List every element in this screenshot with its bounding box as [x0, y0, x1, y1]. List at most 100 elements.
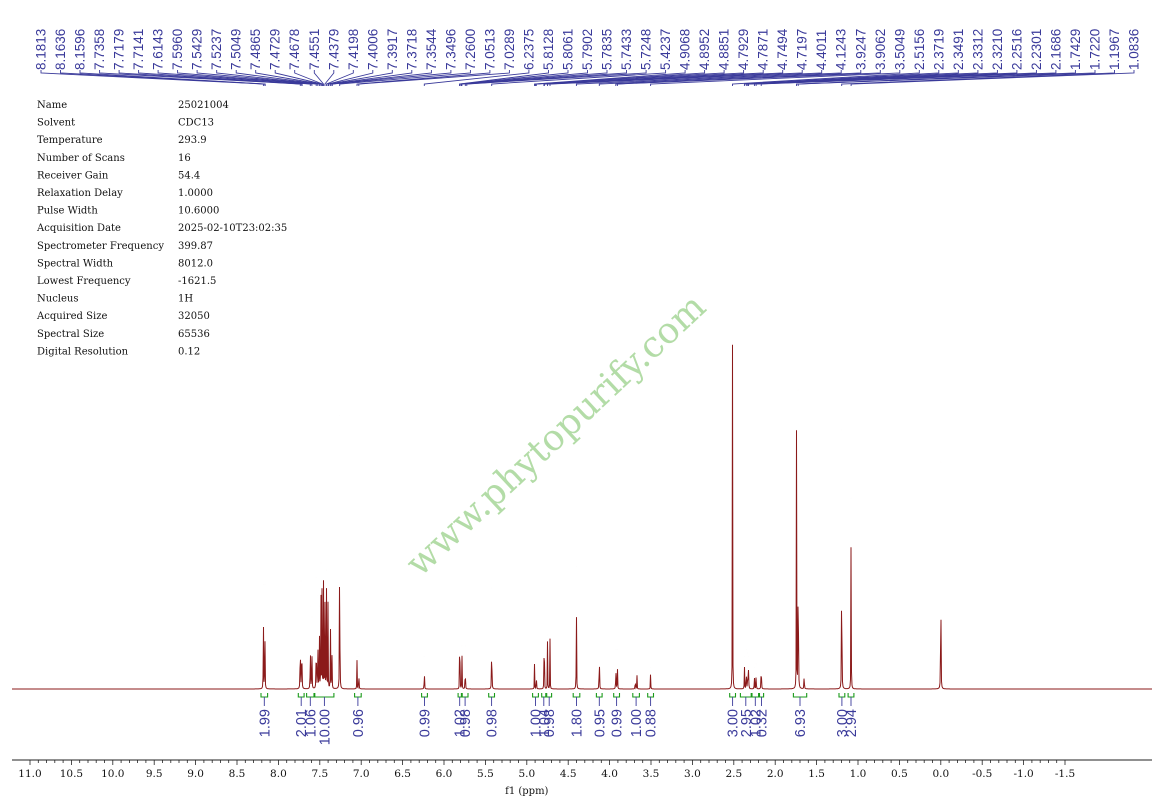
peak-label: 7.5960	[170, 29, 185, 70]
spectrum-peak-12	[324, 588, 325, 589]
spectrum-peak-27	[536, 663, 537, 664]
spectrum-peak-11	[323, 580, 324, 581]
watermark-text: www.phytopurify.com	[398, 286, 714, 584]
spectrum-peak-32	[576, 566, 577, 567]
spectrum-layer	[12, 344, 1152, 690]
spectrum-peak-25	[491, 588, 492, 589]
param-value: 0.12	[178, 346, 200, 357]
peak-label-leader	[543, 70, 764, 86]
peak-label-leader	[598, 70, 842, 86]
spectrum-peak-24	[465, 645, 466, 646]
peak-label-leader	[461, 70, 608, 86]
integral-bracket	[751, 693, 760, 698]
integral-value: 2.94	[844, 709, 860, 737]
spectrum-peak-49	[804, 660, 805, 661]
spectrum-peak-48	[798, 390, 799, 391]
integral-bracket	[260, 693, 269, 698]
peak-label: 4.7197	[795, 29, 810, 70]
param-value: 1H	[178, 294, 193, 305]
param-label: Receiver Gain	[37, 170, 109, 181]
peak-label-leader	[255, 70, 322, 86]
peak-label: 8.1596	[73, 29, 88, 70]
param-value: 32050	[178, 311, 210, 322]
spectrum-peak-40	[744, 656, 745, 657]
spectrum-peak-37	[636, 670, 637, 671]
peak-label: 5.7902	[580, 29, 595, 70]
param-value: 8012.0	[178, 258, 213, 269]
x-tick-label: 1.0	[850, 768, 867, 780]
peak-label-leader	[743, 70, 940, 86]
integral-value: 0.88	[644, 709, 660, 737]
peak-label-leader	[327, 70, 374, 86]
param-label: Pulse Width	[37, 206, 98, 217]
peak-label-leader	[543, 70, 745, 86]
integral-bracket	[729, 693, 737, 698]
x-tick-label: 8.5	[229, 768, 246, 780]
integral-bracket	[306, 693, 315, 698]
x-tick-label: -1.5	[1055, 768, 1075, 780]
x-tick-label: 11.0	[18, 768, 41, 780]
integral-bracket	[488, 693, 496, 698]
integral-bracket	[739, 693, 752, 698]
integral-bracket	[461, 693, 469, 698]
peak-label: 2.2516	[1009, 29, 1024, 70]
spectrum-peak-33	[599, 620, 600, 621]
peak-label: 8.1636	[53, 29, 68, 70]
param-value: 65536	[178, 329, 210, 340]
peak-label-leader	[324, 70, 335, 86]
integral-value: 0.96	[351, 709, 367, 737]
watermark: www.phytopurify.com	[398, 286, 714, 584]
peak-label-leader	[616, 70, 881, 86]
spectrum-peak-4	[310, 606, 311, 607]
peak-label-leader	[459, 70, 569, 86]
peak-label: 6.2375	[521, 29, 536, 70]
peak-label: 5.7835	[600, 29, 615, 70]
peak-label: 4.7929	[736, 29, 751, 70]
spectrum-peak-7	[317, 595, 318, 596]
integral-value: 3.00	[726, 709, 742, 737]
peak-label: 3.5049	[892, 29, 907, 70]
integral-bracket	[297, 693, 305, 698]
peak-label: 5.4237	[658, 29, 673, 70]
x-axis-title: f1 (ppm)	[505, 786, 548, 797]
peak-label-leader	[841, 70, 1115, 86]
peak-label: 5.7433	[619, 29, 634, 70]
peak-label-leader	[196, 70, 317, 86]
param-value: 399.87	[178, 241, 213, 252]
peak-label: 4.8952	[697, 29, 712, 70]
spectrum-peak-44	[754, 667, 755, 668]
peak-label-leader	[459, 70, 549, 86]
spectrum-peak-1	[264, 584, 265, 585]
x-tick-label: 4.5	[560, 768, 577, 780]
spectrum-peak-43	[748, 656, 749, 657]
x-tick-label: 4.0	[601, 768, 618, 780]
param-label: Spectral Size	[37, 329, 104, 340]
integral-bracket	[632, 693, 640, 698]
integral-value: 1.06	[303, 709, 319, 737]
peak-label: 7.2600	[463, 29, 478, 70]
peak-label: 7.5049	[229, 29, 244, 70]
spectrum-peak-23	[461, 645, 462, 646]
peak-label-leader	[331, 70, 452, 86]
integral-bracket	[613, 693, 621, 698]
peak-label-leader	[358, 70, 510, 86]
spectrum-peak-16	[331, 616, 332, 617]
spectrum-peak-42	[747, 652, 748, 653]
integral-bracket	[314, 693, 335, 698]
integral-value: 0.98	[485, 709, 501, 737]
param-label: Digital Resolution	[37, 346, 129, 357]
peak-label: 7.5237	[209, 29, 224, 70]
peak-label: 2.3312	[970, 29, 985, 70]
param-label: Solvent	[37, 118, 75, 129]
peak-label: 7.0289	[502, 29, 517, 70]
peak-label: 1.7220	[1088, 29, 1103, 70]
x-tick-label: -1.0	[1013, 768, 1033, 780]
integral-bracket	[647, 693, 655, 698]
spectrum-line	[12, 344, 1152, 690]
peak-label-leader	[748, 70, 998, 86]
peak-label: 4.9068	[678, 29, 693, 70]
peak-label-leader	[535, 70, 706, 86]
spectrum-peak-31	[549, 638, 550, 639]
peak-label: 4.4011	[814, 30, 829, 70]
